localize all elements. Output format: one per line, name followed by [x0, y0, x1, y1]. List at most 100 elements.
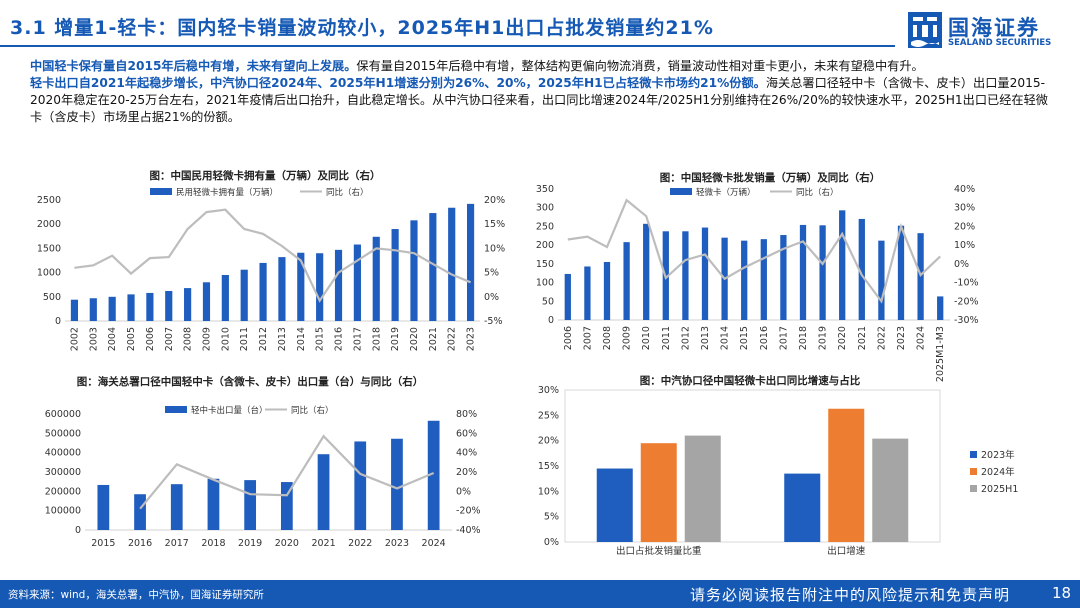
y-tick-label: 300: [536, 203, 554, 214]
y2-tick-label: 0%: [954, 259, 969, 270]
summary-p2-body: 海关总署口径轻中卡（含微卡、皮卡）出口量2015-2020年稳定在20-25万台…: [30, 76, 1048, 124]
legend-swatch: [970, 485, 977, 492]
bar: [780, 235, 787, 320]
y-tick-label: 5%: [544, 512, 559, 523]
x-tick-label: 2015: [739, 326, 750, 350]
bar: [221, 275, 229, 321]
y-tick-label: 100: [536, 278, 554, 289]
bar: [684, 435, 721, 542]
legend-swatch: [970, 451, 977, 458]
chart-title: 图：中汽协口径中国轻微卡出口同比增速与占比: [640, 374, 861, 387]
bar: [127, 294, 135, 321]
x-tick-label: 2011: [661, 326, 672, 350]
x-tick-label: 2017: [778, 326, 789, 350]
x-tick-label: 2016: [128, 538, 152, 549]
legend-label-bar: 轻中卡出口量（台）: [191, 405, 268, 416]
chart-light-truck-wholesale: 图：中国轻微卡批发销量（万辆）及同比（右） 轻微卡（万辆） 同比（右） 0 50 100 1…: [520, 162, 1065, 382]
x-tick-label: 2004: [107, 327, 118, 351]
x-tick-label: 2012: [680, 326, 691, 350]
bar: [317, 454, 330, 530]
bar: [165, 290, 173, 321]
x-tick-label: 2019: [390, 327, 401, 351]
bar: [878, 240, 885, 320]
bar: [682, 231, 689, 320]
x-tick-label: 2023: [466, 327, 477, 351]
x-tick-label: 2023: [896, 326, 907, 350]
bar: [799, 224, 807, 320]
chart-customs-export-volume-svg: 图：海关总署口径中国轻中卡（含微卡、皮卡）出口量（台）与同比（右） 轻中卡出口量（…: [45, 375, 481, 549]
x-tick-label: 2007: [582, 326, 593, 350]
y2-tick-label: 20%: [484, 195, 505, 206]
bar: [240, 269, 248, 321]
legend-swatch: [970, 468, 977, 475]
y-tick-label: 150: [536, 259, 554, 270]
chart-title: 图：中国轻微卡批发销量（万辆）及同比（右）: [660, 171, 881, 184]
x-tick-label: 2002: [69, 327, 80, 351]
y-tick-label: 2500: [37, 195, 61, 206]
x-tick-label: 2024: [916, 326, 927, 350]
x-tick-label: 2006: [563, 326, 574, 350]
y-tick-label: 1500: [37, 243, 61, 254]
y2-tick-label: 40%: [456, 448, 477, 459]
bar: [819, 225, 826, 320]
y-tick-label: 25%: [538, 410, 559, 421]
y2-tick-label: 5%: [484, 268, 499, 279]
summary-text: 中国轻卡保有量自2015年后稳中有增，未来有望向上发展。保有量自2015年后稳中…: [30, 58, 1055, 126]
bar: [70, 299, 79, 321]
y-tick-label: 1000: [37, 268, 61, 279]
bar: [858, 218, 865, 320]
chart-title: 图：中国民用轻微卡拥有量（万辆）及同比（右）: [150, 169, 381, 182]
summary-p1-highlight: 中国轻卡保有量自2015年后稳中有增，未来有望向上发展。: [30, 59, 357, 73]
x-tick-label: 2018: [798, 326, 809, 350]
bar: [244, 480, 257, 530]
bar: [701, 227, 709, 320]
legend-label-line: 同比（右）: [291, 405, 334, 416]
bar: [297, 252, 305, 321]
bar: [466, 203, 475, 321]
chart-light-truck-ownership-svg: 图：中国民用轻微卡拥有量（万辆）及同比（右） 民用轻微卡拥有量（万辆） 同比（右） 0…: [37, 169, 505, 351]
x-tick-label: 2015: [91, 538, 115, 549]
logo-english-name: SEALAND SECURITIES: [948, 38, 1052, 48]
x-tick-label: 2017: [352, 327, 363, 351]
y-tick-label: 20%: [538, 436, 559, 447]
page-number: 18: [1052, 584, 1072, 602]
y2-tick-label: 15%: [484, 219, 505, 230]
x-tick-label: 2013: [277, 327, 288, 351]
source-note: 资料来源：wind，海关总署，中汽协，国海证券研究所: [8, 589, 264, 601]
y2-tick-label: 10%: [484, 243, 505, 254]
bar: [89, 298, 97, 321]
yoy-line: [139, 434, 435, 510]
x-tick-label: 2018: [371, 327, 382, 351]
company-logo: 国海证券 SEALAND SECURITIES: [908, 12, 1068, 52]
y-tick-label: 500000: [45, 428, 81, 439]
bar: [872, 438, 909, 542]
x-tick-label: 2018: [201, 538, 225, 549]
x-tick-label: 2023: [385, 538, 409, 549]
summary-p2-highlight: 轻卡出口自2021年起稳步增长，中汽协口径2024年、2025年H1增速分别为2…: [30, 76, 766, 90]
y2-tick-label: 30%: [954, 203, 975, 214]
title-divider: [0, 45, 895, 47]
bar: [278, 257, 286, 321]
bar: [108, 296, 116, 321]
bar: [429, 213, 437, 321]
bar: [391, 438, 403, 530]
bar: [280, 482, 293, 530]
bar: [448, 207, 456, 321]
bar: [643, 223, 650, 320]
yoy-line: [567, 198, 941, 304]
bar: [564, 273, 571, 320]
bar: [603, 261, 611, 320]
bar: [353, 244, 361, 321]
bar: [640, 443, 677, 542]
x-tick-label: 2010: [641, 326, 652, 350]
y2-tick-label: 10%: [954, 240, 975, 251]
bar: [134, 494, 146, 530]
x-tick-label: 2009: [201, 327, 212, 351]
yoy-line: [74, 208, 472, 303]
x-tick-label: 2025M1-M3: [935, 326, 946, 382]
y2-tick-label: 80%: [456, 409, 477, 420]
x-tick-label: 2008: [602, 326, 613, 350]
header: 3.1 增量1-轻卡：国内轻卡销量波动较小，2025年H1出口占批发销量约21%…: [0, 0, 1080, 52]
y-tick-label: 350: [536, 184, 554, 195]
legend-label: 2025H1: [981, 484, 1018, 495]
